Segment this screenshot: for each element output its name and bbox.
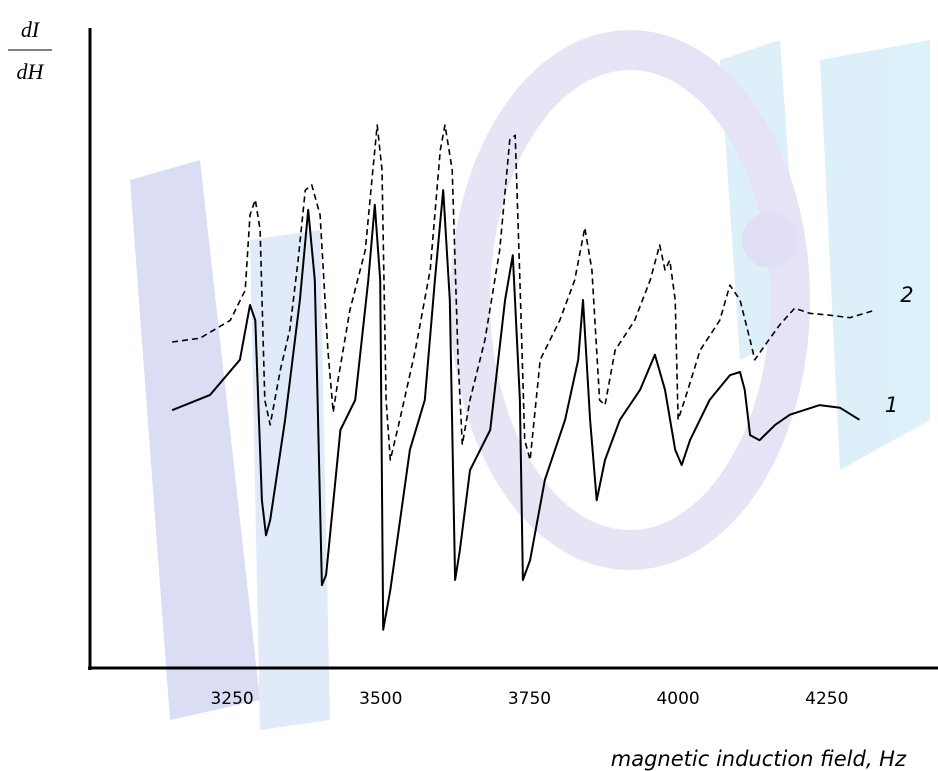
x-tick-label: 3500 — [359, 689, 402, 709]
series-label: 1 — [885, 393, 898, 417]
x-tick-label: 4000 — [656, 689, 699, 709]
y-label-top: dI — [21, 17, 41, 42]
watermark — [130, 30, 930, 730]
y-label-bottom: dH — [17, 59, 45, 84]
x-label: magnetic induction field, Hz — [611, 747, 907, 771]
series-label: 2 — [900, 283, 913, 307]
x-tick-label: 3250 — [210, 689, 253, 709]
x-tick-label: 3750 — [508, 689, 551, 709]
series-line — [171, 189, 861, 631]
x-tick-label: 4250 — [805, 689, 848, 709]
